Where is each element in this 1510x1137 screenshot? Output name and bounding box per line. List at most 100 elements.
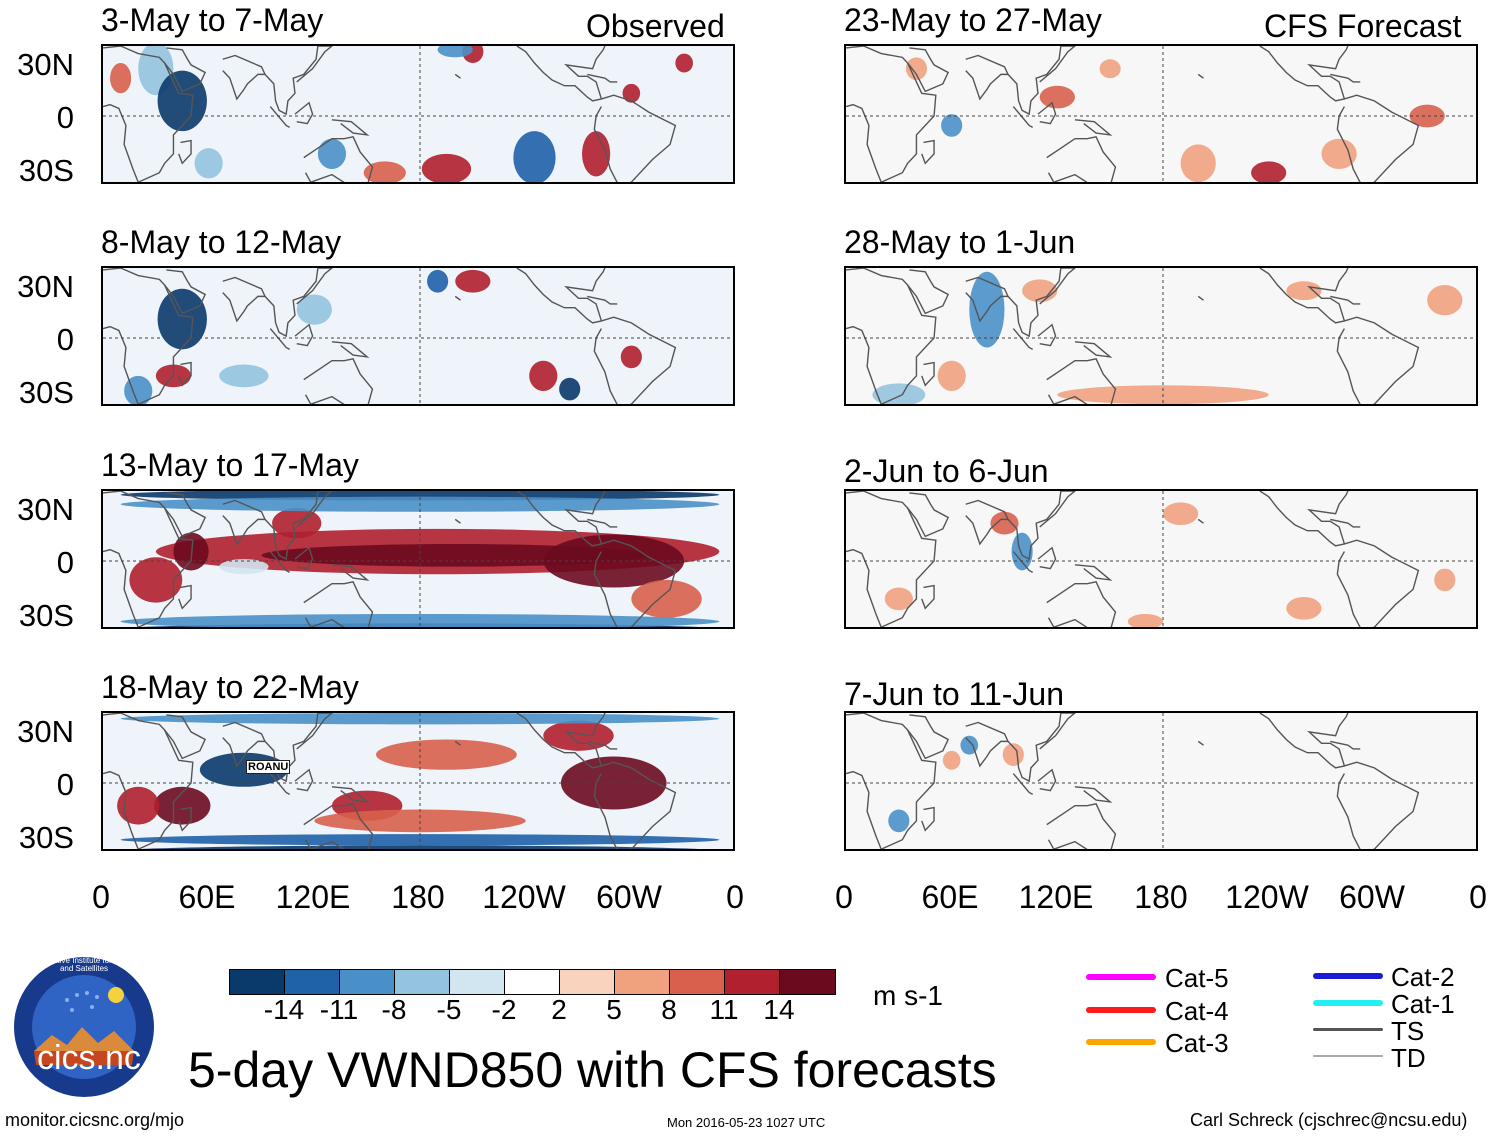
colorbar-tick-label: 14 (763, 994, 795, 1025)
coastline (907, 492, 950, 538)
lat-label-30n: 30N (17, 492, 74, 527)
coastline (587, 740, 618, 750)
coastline (1197, 295, 1204, 301)
coastline (846, 268, 937, 404)
coastline (1330, 295, 1361, 305)
coastline (587, 518, 618, 528)
field-anomaly-blob (1002, 743, 1024, 766)
coastline (1037, 323, 1057, 347)
field-anomaly-blob (1163, 502, 1199, 526)
coastline (1046, 136, 1117, 182)
field-anomaly-blob (1286, 596, 1322, 620)
field-anomaly-blob (1427, 285, 1463, 316)
map-panel-fc-3 (844, 489, 1478, 629)
field-anomaly-blob (110, 63, 132, 94)
lat-label-30s: 30S (18, 153, 74, 188)
map-panel-fc-1 (844, 44, 1478, 184)
coastline (1007, 46, 1077, 116)
coastline (331, 341, 370, 358)
coastline (593, 539, 677, 627)
coastline (846, 713, 937, 849)
coastline (178, 361, 192, 387)
figure-title: 5-day VWND850 with CFS forecasts (188, 1042, 997, 1098)
coastline (1046, 358, 1117, 404)
legend-label-cat4: Cat-4 (1165, 996, 1229, 1026)
coastline (454, 73, 461, 79)
lat-label-eq: 0 (56, 767, 74, 802)
colorbar-cell (450, 970, 505, 994)
lat-label-eq: 0 (56, 545, 74, 580)
field-anomaly-blob (1251, 161, 1287, 182)
field-anomaly-blob (675, 53, 693, 73)
coastline (264, 268, 334, 338)
field-anomaly-blob (1099, 59, 1121, 79)
colorbar-cell (230, 970, 285, 994)
coastline (516, 46, 606, 102)
legend-label-cat2: Cat-2 (1391, 962, 1455, 992)
lat-label-30n: 30N (17, 47, 74, 82)
coastline (921, 361, 935, 387)
colorbar-tick-label: -5 (436, 994, 462, 1025)
field-anomaly-blob (559, 377, 581, 401)
coastline (1074, 564, 1113, 581)
map-panel-fc-4 (844, 711, 1478, 851)
field-anomaly-blob (154, 786, 211, 825)
coastline (1259, 491, 1349, 547)
field-anomaly-blob (1321, 138, 1357, 169)
coastline (164, 492, 207, 538)
coastline (846, 46, 937, 182)
lat-label-30n: 30N (17, 269, 74, 304)
colorbar-tick-label: 2 (551, 994, 567, 1025)
coastline (921, 806, 935, 832)
field-anomaly-blob (1409, 104, 1445, 128)
coastline (269, 106, 291, 128)
field-anomaly-blob (272, 508, 322, 539)
lon-label: 0 (726, 879, 744, 915)
coastline (294, 101, 314, 125)
coastline (103, 268, 194, 404)
coastline (1074, 786, 1113, 803)
field-anomaly-blob (543, 720, 614, 751)
coastline (587, 73, 618, 83)
colorbar-tick-label: 8 (661, 994, 677, 1025)
field-anomaly-blob (1180, 144, 1216, 182)
lon-label: 120W (1225, 879, 1309, 915)
coastline (454, 740, 461, 746)
coastline (1330, 740, 1361, 750)
field-anomaly-blob (219, 559, 269, 575)
map-panel-fc-2 (844, 266, 1478, 406)
colorbar-cell (285, 970, 340, 994)
coastline (593, 316, 677, 404)
lon-label: 120E (275, 879, 351, 915)
field-anomaly-blob (1127, 613, 1163, 627)
colorbar-cell (780, 970, 835, 994)
panel-title-fc-1: 23-May to 27-May (844, 2, 1102, 38)
field-anomaly-blob (529, 360, 558, 391)
field-anomaly-blob (582, 131, 611, 177)
field-anomaly-blob (120, 613, 720, 627)
field-anomaly-blob (941, 114, 963, 137)
colorbar-tick-label: -8 (381, 994, 407, 1025)
coastline (1012, 551, 1034, 573)
field-anomaly-blob (1039, 85, 1075, 109)
field-anomaly-blob (194, 148, 223, 179)
field-anomaly-blob (620, 345, 642, 369)
coastline (303, 358, 374, 404)
coastline (1012, 773, 1034, 795)
legend-label-ts: TS (1391, 1016, 1425, 1046)
coastline (1037, 768, 1057, 792)
coastline (269, 773, 291, 795)
coastline (1336, 94, 1420, 182)
colorbar-cell (395, 970, 450, 994)
coastline (593, 761, 677, 849)
field-anomaly-blob (129, 557, 183, 603)
coastline (331, 564, 370, 581)
coastline (907, 269, 950, 315)
coastline (921, 584, 935, 610)
lon-label: 0 (92, 879, 110, 915)
coastline (269, 328, 291, 350)
coastline (103, 46, 194, 182)
coastline (178, 139, 192, 165)
coastline (1336, 761, 1420, 849)
colorbar-cell (505, 970, 560, 994)
